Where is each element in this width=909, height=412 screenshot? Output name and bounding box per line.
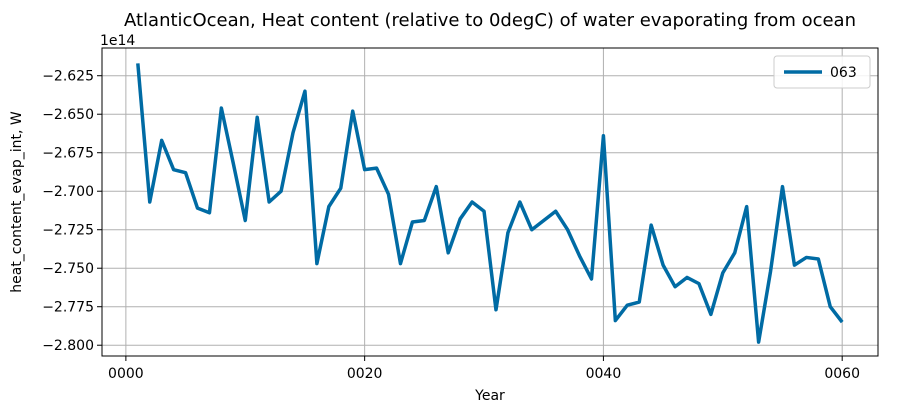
grid-lines <box>102 48 878 356</box>
y-axis-label: heat_content_evap_int, W <box>9 111 25 293</box>
x-axis-ticks: 0000 0020 0040 0060 <box>108 356 860 382</box>
y-tick-label: −2.625 <box>42 69 94 85</box>
chart-title: AtlanticOcean, Heat content (relative to… <box>124 10 856 31</box>
x-axis-label: Year <box>474 388 505 404</box>
y-tick-label: −2.775 <box>42 300 94 316</box>
y-tick-label: −2.800 <box>42 338 94 354</box>
x-tick-label: 0060 <box>824 366 860 382</box>
y-tick-label: −2.725 <box>42 223 94 239</box>
legend-entry: 063 <box>830 65 857 81</box>
series-layer <box>136 63 844 344</box>
y-tick-label: −2.650 <box>42 107 94 123</box>
y-tick-label: −2.750 <box>42 261 94 277</box>
x-tick-label: 0000 <box>108 366 144 382</box>
plot-frame <box>101 47 879 357</box>
legend: 063 <box>773 55 871 89</box>
y-offset-label: 1e14 <box>100 33 135 49</box>
x-tick-label: 0040 <box>586 366 622 382</box>
y-tick-label: −2.700 <box>42 184 94 200</box>
series-line <box>136 63 844 344</box>
x-tick-label: 0020 <box>347 366 383 382</box>
y-tick-label: −2.675 <box>42 146 94 162</box>
y-axis-ticks: −2.800 −2.775 −2.750 −2.725 −2.700 −2.675 −2.6… <box>42 69 102 354</box>
